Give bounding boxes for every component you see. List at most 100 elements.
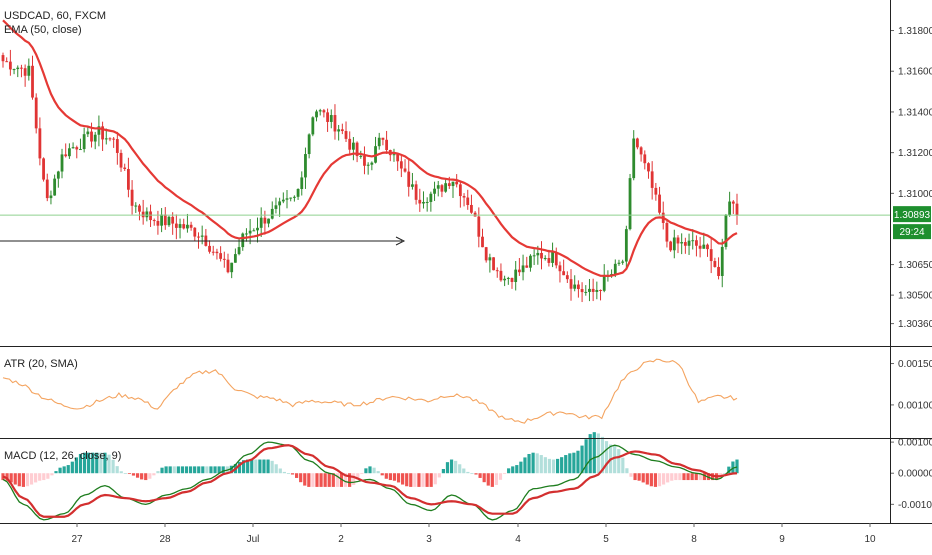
macd-histogram-bar [429,473,433,487]
macd-histogram-bar [413,473,417,487]
candle-body [532,255,536,257]
candle-body [256,227,259,231]
candle-body [149,211,152,221]
macd-histogram-bar [319,473,323,487]
macd-histogram-bar [82,452,87,474]
macd-histogram-bar [735,459,739,474]
macd-histogram-bar [184,466,189,474]
macd-histogram-bar [282,471,286,474]
legend-macd: MACD (12, 26, close, 9) [4,449,121,463]
macd-histogram-bar [246,459,250,474]
macd-histogram-bar [21,473,25,487]
candle-body [580,289,584,293]
candle-body [691,240,695,242]
macd-histogram-bar [66,465,70,474]
candle-body [300,177,304,189]
macd-histogram-bar [392,473,397,481]
candle-body [396,154,400,162]
candle-body [163,214,167,226]
macd-histogram-bar [34,473,38,483]
macd-histogram-bar [172,466,176,474]
macd-histogram-bar [641,473,645,483]
macd-histogram-bar [107,454,111,474]
macd-histogram-bar [466,471,470,474]
macd-histogram-bar [144,473,148,481]
candle-body [27,65,31,76]
candle-body [20,67,23,69]
candle-body [274,205,278,209]
macd-histogram-bar [327,473,331,487]
macd-histogram-bar [38,473,42,481]
candle-body [355,142,359,157]
macd-histogram-bar [421,473,425,487]
candle-body [267,218,270,224]
candle-body [326,112,329,122]
candle-body [481,236,484,248]
candle-body [713,261,717,267]
candle-body [38,128,42,159]
candle-body [503,278,507,281]
candle-body [702,244,706,249]
candle-body [506,277,510,279]
candle-body [108,138,112,140]
candle-body [636,138,639,148]
macd-histogram-bar [666,473,670,483]
macd-histogram-bar [148,473,152,479]
candle-body [418,199,422,204]
candle-body [141,211,145,218]
candle-body [669,241,673,251]
time-tick-label: Jul [247,534,260,545]
macd-histogram-bar [637,473,641,481]
macd-histogram-bar [176,466,180,474]
candle-body [167,216,171,226]
macd-histogram-bar [193,466,197,474]
macd-histogram-bar [600,436,605,474]
macd-label: MACD (12, 26, close, 9) [4,450,122,462]
macd-histogram-bar [551,459,556,474]
candle-body [447,183,451,187]
candle-body [547,258,551,263]
macd-histogram-bar [74,457,78,474]
price-tick-label: 1.30650 [898,260,932,271]
macd-histogram-bar [70,461,74,474]
macd-histogram-bar [25,473,30,487]
macd-histogram-bar [653,473,658,487]
macd-histogram-bar [156,471,160,474]
macd-histogram-bar [46,473,50,479]
macd-histogram-bar [111,459,115,474]
candle-body [270,208,274,219]
candle-body [219,253,223,259]
candle-body [370,162,374,165]
macd-histogram-bar [299,473,303,483]
candle-body [621,261,625,263]
candle-body [414,184,418,200]
candle-body [680,242,684,244]
candle-body [5,61,9,63]
candle-body [90,131,93,142]
candle-body [565,275,569,280]
macd-histogram-bar [433,473,437,485]
candle-body [495,270,499,272]
candle-body [8,61,12,70]
candle-body [71,147,75,149]
candle-body [683,242,687,246]
candle-body [259,217,263,228]
macd-histogram-bar [197,466,201,474]
macd-histogram-bar [437,473,441,478]
candle-body [363,155,366,166]
candle-body [82,134,86,150]
macd-histogram-bar [78,453,83,474]
price-tick-label: 1.31800 [898,26,932,37]
candle-body [429,193,433,202]
macd-histogram-bar [564,455,568,474]
candle-body [245,233,248,235]
macd-histogram-bar [584,439,588,474]
macd-histogram-bar [527,453,531,474]
candle-body [551,252,554,263]
candle-body [230,262,234,273]
macd-histogram-bar [115,466,119,474]
macd-histogram-bar [674,473,678,481]
candle-body [510,277,514,282]
